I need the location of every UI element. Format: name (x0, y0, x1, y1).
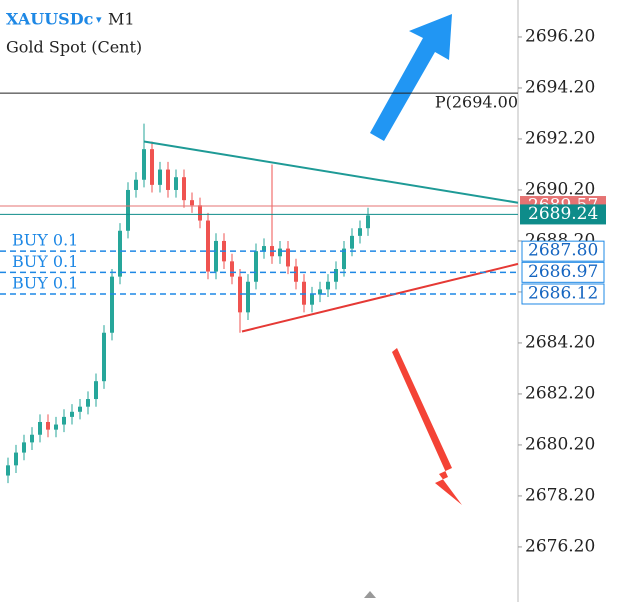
order-price-label: 2686.97 (528, 262, 598, 282)
trendline (241, 262, 519, 333)
candle-body (54, 424, 58, 430)
candle-body (366, 215, 370, 229)
y-tick-label: 2690.20 (525, 179, 595, 199)
trendline (143, 140, 519, 204)
candle-body (310, 294, 314, 305)
candle-body (166, 169, 170, 190)
candle-body (206, 220, 210, 272)
candle-body (342, 248, 346, 270)
symbol-dropdown[interactable]: ▾ (96, 13, 102, 26)
order-price-box (521, 283, 605, 305)
order-price-label: 2686.12 (528, 283, 598, 303)
order-label: BUY 0.1 (12, 252, 78, 271)
down-arrow (392, 348, 462, 505)
candle-body (358, 228, 362, 236)
bid-label: 2689.24 (528, 204, 598, 224)
candle-body (118, 230, 122, 277)
candle-body (46, 421, 50, 430)
candle-body (110, 276, 114, 333)
candle-body (254, 251, 258, 282)
candle-body (70, 411, 74, 417)
y-tick-label: 2680.20 (525, 434, 595, 454)
candle-body (14, 452, 18, 466)
candle-body (22, 442, 26, 453)
candle-body (94, 381, 98, 400)
candle-body (150, 149, 154, 185)
y-tick-label: 2684.20 (525, 332, 595, 352)
candle-body (278, 248, 282, 257)
y-tick-label: 2682.20 (525, 383, 595, 403)
candle-body (262, 246, 266, 252)
symbol[interactable]: XAUUSDc (6, 10, 94, 29)
y-tick-label: 2676.20 (525, 536, 595, 556)
order-price-box (521, 261, 605, 283)
candle-body (86, 399, 90, 407)
y-tick-label: 2694.20 (525, 77, 595, 97)
candle-body (318, 289, 322, 295)
scroll-marker (364, 591, 376, 598)
candle-body (230, 261, 234, 277)
candle-body (286, 248, 290, 267)
y-tick-label: 2692.20 (525, 128, 595, 148)
bid-box (520, 204, 606, 225)
order-price-box (521, 240, 605, 262)
candle-body (174, 177, 178, 190)
y-tick-label: 2678.20 (525, 485, 595, 505)
candle-body (334, 269, 338, 282)
order-label: BUY 0.1 (12, 273, 78, 292)
candle-body (6, 465, 10, 476)
candle-body (182, 177, 186, 201)
candle-body (126, 189, 130, 231)
candle-body (78, 406, 82, 412)
candle-body (214, 240, 218, 272)
candle-body (134, 179, 138, 190)
up-arrow (370, 14, 452, 141)
candle-body (38, 421, 42, 435)
candle-body (246, 281, 250, 313)
candle-body (350, 235, 354, 249)
subtitle: Gold Spot (Cent) (6, 38, 142, 57)
timeframe[interactable]: M1 (108, 10, 135, 29)
candle-body (190, 200, 194, 206)
order-price-label: 2687.80 (528, 241, 598, 261)
price-line-label: P(2694.00 (435, 93, 518, 112)
candle-body (326, 281, 330, 290)
candle-body (198, 205, 202, 221)
candle-body (102, 332, 106, 382)
candle-body (302, 281, 306, 305)
candle-body (62, 416, 66, 425)
candle-body (158, 169, 162, 185)
candle-body (142, 149, 146, 180)
order-label: BUY 0.1 (12, 231, 78, 250)
candle-body (294, 266, 298, 282)
candle-body (30, 434, 34, 443)
plot-area: 2696.202694.202692.202690.202688.202686.… (0, 26, 606, 556)
y-tick-label: 2696.20 (525, 26, 595, 46)
